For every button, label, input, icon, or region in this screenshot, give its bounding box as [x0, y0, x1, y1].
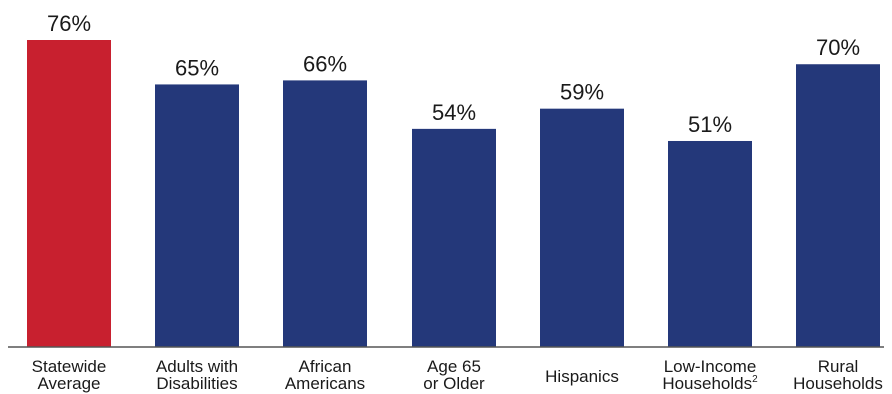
bar-4: [540, 108, 624, 347]
value-label-1: 65%: [175, 55, 219, 80]
bar-2: [283, 80, 367, 347]
category-label-3: Age 65 or Older: [423, 357, 485, 393]
category-labels-group: Statewide Average Adults with Disabilities A…: [32, 357, 883, 393]
category-label-6: Rural Households: [793, 357, 883, 393]
category-label-0: Statewide Average: [32, 357, 107, 393]
value-label-4: 59%: [560, 80, 604, 105]
value-label-5: 51%: [688, 112, 732, 137]
bar-0: [27, 40, 111, 347]
bar-3: [412, 128, 496, 347]
bar-5: [668, 140, 752, 347]
value-label-0: 76%: [47, 11, 91, 36]
value-label-6: 70%: [816, 35, 860, 60]
bar-1: [155, 84, 239, 348]
value-label-3: 54%: [432, 100, 476, 125]
category-label-4: Hispanics: [545, 367, 619, 386]
value-labels-group: 76% 65% 66% 54% 59% 51% 70%: [47, 11, 860, 137]
bar-6: [796, 64, 880, 347]
value-label-2: 66%: [303, 51, 347, 76]
category-label-1: Adults with Disabilities: [156, 357, 238, 393]
category-label-5: Low-Income Households2: [662, 357, 758, 393]
bars-group: [27, 40, 880, 348]
category-label-2: African Americans: [285, 357, 365, 393]
